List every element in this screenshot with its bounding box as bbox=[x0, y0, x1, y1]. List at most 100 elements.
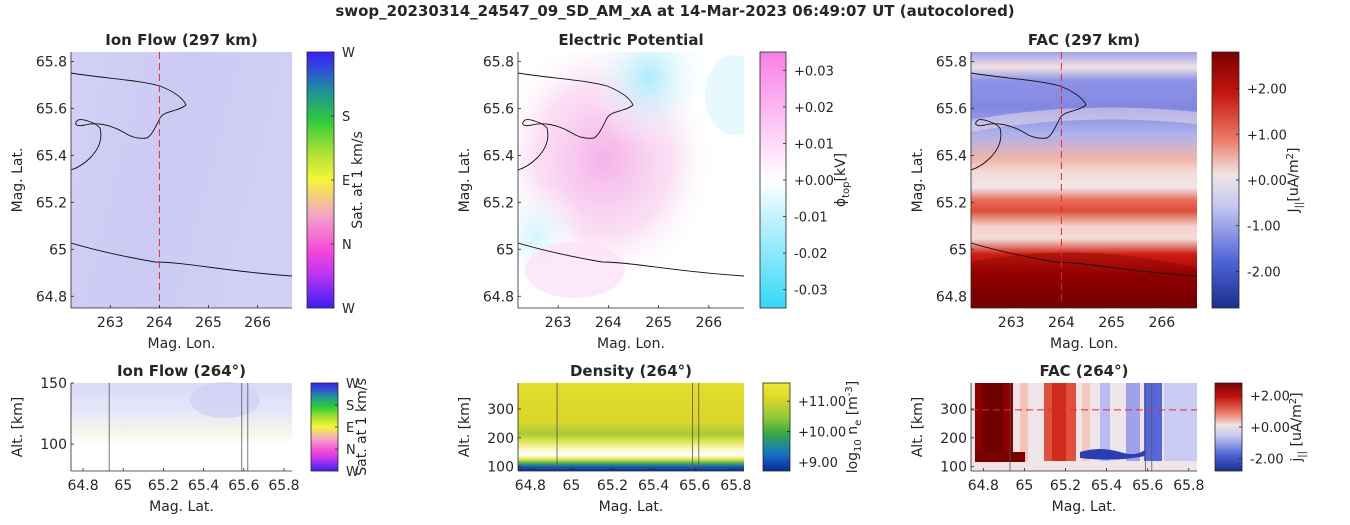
x-tick-label: 65.6 bbox=[228, 478, 259, 494]
colorbar-label: log10 ne [m-3] bbox=[844, 381, 864, 474]
y-tick-label: 300 bbox=[487, 402, 514, 418]
colorbar-tick-label: +9.00 bbox=[798, 456, 838, 471]
fac_map-axes: FAC (297 km) 263 264 265 266 64.8 65 65.2 65.4 65… bbox=[910, 31, 1197, 352]
x-tick-label: 263 bbox=[97, 315, 124, 331]
colorbar-tick-label: -0.01 bbox=[794, 211, 828, 226]
colorbar-tick-label: +0.01 bbox=[794, 137, 834, 152]
colorbar-tick-label: W bbox=[342, 302, 355, 317]
x-axis-label: Mag. Lon. bbox=[1050, 336, 1118, 352]
colorbar-tick-label: -0.02 bbox=[794, 247, 828, 262]
colorbar-strip bbox=[1214, 382, 1243, 472]
colorbar-strip bbox=[1211, 51, 1240, 309]
colorbar-tick-label: S bbox=[342, 110, 350, 125]
fac-alt-field bbox=[971, 383, 1197, 471]
y-tick-label: 150 bbox=[40, 376, 67, 392]
potential-map-field bbox=[518, 52, 744, 308]
y-tick-label: 65 bbox=[949, 242, 967, 258]
y-tick-label: 65.6 bbox=[936, 101, 967, 117]
y-axis-label: Mag. Lat. bbox=[457, 148, 473, 213]
x-axis-label: Mag. Lat. bbox=[599, 499, 664, 515]
x-tick-label: 266 bbox=[244, 315, 271, 331]
x-tick-label: 65 bbox=[114, 478, 132, 494]
density-alt-field bbox=[518, 383, 744, 471]
colorbar-strip bbox=[762, 382, 791, 472]
y-tick-label: 65 bbox=[49, 242, 67, 258]
x-tick-label: 264 bbox=[1048, 315, 1075, 331]
potential_map-axes: Electric Potential 263 264 265 266 64.8 65 65.2… bbox=[457, 31, 744, 352]
x-tick-label: 65 bbox=[563, 478, 581, 494]
panel-title: FAC (297 km) bbox=[1028, 31, 1140, 49]
x-tick-label: 265 bbox=[195, 315, 222, 331]
y-tick-label: 100 bbox=[40, 437, 67, 453]
colorbar-strip bbox=[310, 382, 339, 472]
colorbar-tick-label: -2.00 bbox=[1247, 265, 1281, 280]
colorbar-tick-label: +0.00 bbox=[1250, 421, 1290, 436]
y-tick-label: 65.4 bbox=[483, 148, 514, 164]
colorbar-label: j|| [uA/m2] bbox=[1288, 392, 1308, 462]
x-tick-label: 65.4 bbox=[1091, 478, 1122, 494]
y-tick-label: 100 bbox=[487, 460, 514, 476]
x-tick-label: 65.2 bbox=[597, 478, 628, 494]
y-tick-label: 65.4 bbox=[936, 148, 967, 164]
x-axis-label: Mag. Lat. bbox=[1052, 499, 1117, 515]
y-tick-label: 65 bbox=[496, 242, 514, 258]
x-tick-label: 264 bbox=[146, 315, 173, 331]
ion_flow_map-colorbar: W N E S W Sat. at 1 km/s bbox=[306, 46, 366, 317]
y-tick-label: 65.8 bbox=[936, 54, 967, 70]
y-tick-label: 200 bbox=[940, 431, 967, 447]
colorbar-tick-label: +0.00 bbox=[794, 174, 834, 189]
x-axis-label: Mag. Lat. bbox=[149, 499, 214, 515]
ion-flow-alt-field bbox=[71, 382, 292, 471]
y-tick-label: 65.8 bbox=[36, 54, 67, 70]
colorbar-tick-label: +11.00 bbox=[798, 395, 846, 410]
colorbar-tick-label: +1.00 bbox=[1247, 128, 1287, 143]
y-tick-label: 200 bbox=[487, 431, 514, 447]
x-tick-label: 266 bbox=[695, 315, 722, 331]
potential_map-colorbar: -0.03 -0.02 -0.01 +0.00 +0.01 +0.02 +0.03 ϕtop[… bbox=[759, 51, 852, 309]
y-axis-label: Mag. Lat. bbox=[10, 148, 26, 213]
y-axis-label: Alt. [km] bbox=[910, 397, 926, 458]
x-tick-label: 65.8 bbox=[1173, 478, 1204, 494]
y-tick-label: 65.2 bbox=[936, 195, 967, 211]
x-axis-label: Mag. Lon. bbox=[597, 336, 665, 352]
colorbar-tick-label: E bbox=[342, 174, 350, 189]
ion-flow-map-field bbox=[71, 52, 292, 308]
x-tick-label: 265 bbox=[645, 315, 672, 331]
x-tick-label: 64.8 bbox=[67, 478, 98, 494]
colorbar-tick-label: +0.00 bbox=[1247, 174, 1287, 189]
x-tick-label: 65.8 bbox=[268, 478, 299, 494]
x-tick-label: 65.4 bbox=[188, 478, 219, 494]
x-tick-label: 264 bbox=[595, 315, 622, 331]
x-tick-label: 65.6 bbox=[679, 478, 710, 494]
x-tick-label: 65.6 bbox=[1132, 478, 1163, 494]
colorbar-tick-label: +2.00 bbox=[1247, 83, 1287, 98]
colorbar-label: Sat. at 1 km/s bbox=[350, 131, 366, 229]
colorbar-tick-label: +0.03 bbox=[794, 64, 834, 79]
y-tick-label: 64.8 bbox=[483, 289, 514, 305]
x-tick-label: 64.8 bbox=[515, 478, 546, 494]
x-tick-label: 64.8 bbox=[968, 478, 999, 494]
coastline-potential bbox=[518, 72, 744, 277]
colorbar-tick-label: +10.00 bbox=[798, 426, 846, 441]
colorbar-tick-label: -1.00 bbox=[1247, 220, 1281, 235]
ion_flow_alt-axes: Ion Flow (264°) 64.8 65 65.2 65.4 65.6 65.8 100… bbox=[10, 362, 300, 515]
fac_alt-colorbar: -2.00 +0.00 +2.00j|| [uA/m2] bbox=[1214, 382, 1308, 472]
colorbar-label: J||[uA/m2] bbox=[1285, 147, 1305, 213]
fac-map-field bbox=[971, 52, 1197, 308]
y-tick-label: 100 bbox=[940, 460, 967, 476]
colorbar-tick-label: W bbox=[342, 46, 355, 61]
colorbar-tick-label: N bbox=[342, 238, 352, 253]
x-axis-label: Mag. Lon. bbox=[148, 336, 216, 352]
x-tick-label: 265 bbox=[1098, 315, 1125, 331]
colorbar-tick-label: +2.00 bbox=[1250, 390, 1290, 405]
x-tick-label: 263 bbox=[998, 315, 1025, 331]
coastline-ion-flow bbox=[71, 72, 292, 277]
panel-title: Density (264°) bbox=[570, 362, 692, 380]
x-tick-label: 266 bbox=[1148, 315, 1175, 331]
colorbar-strip bbox=[759, 51, 787, 309]
y-axis-label: Mag. Lat. bbox=[910, 148, 926, 213]
x-tick-label: 65.8 bbox=[720, 478, 751, 494]
colorbar-tick-label: S bbox=[346, 399, 354, 414]
